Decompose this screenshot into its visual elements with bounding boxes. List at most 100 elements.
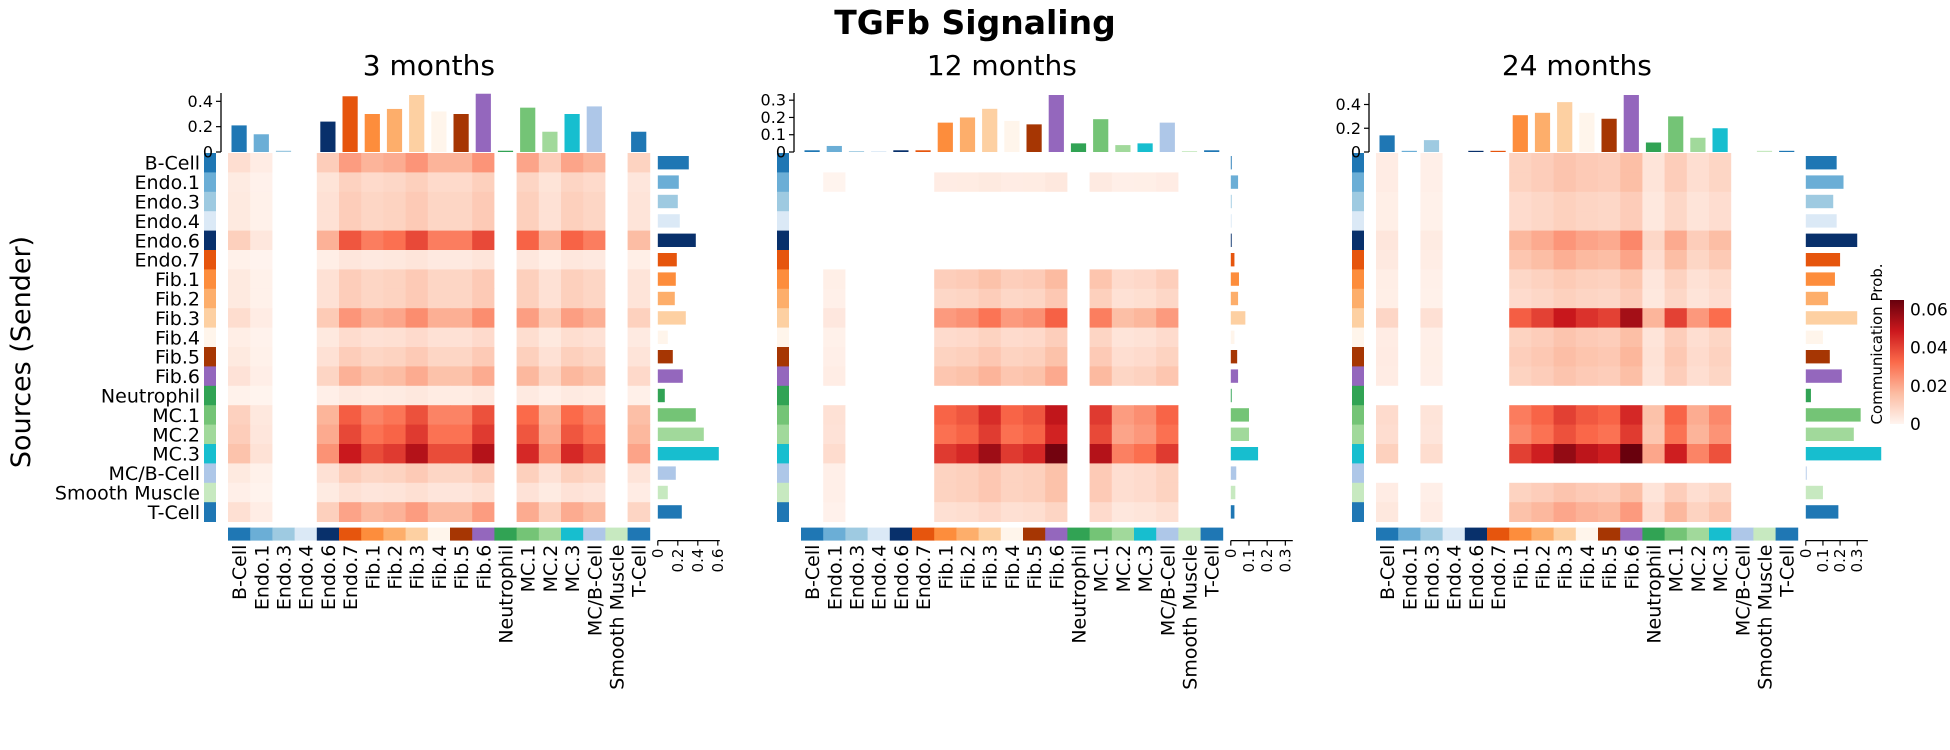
heatmap-cell — [1420, 424, 1443, 445]
heatmap-cell — [1487, 308, 1510, 328]
heatmap-cell — [272, 308, 295, 328]
heatmap-cell — [561, 211, 584, 231]
heatmap-cell — [1156, 405, 1179, 425]
row-sum-bar — [1230, 194, 1232, 209]
heatmap-cell — [956, 250, 979, 270]
heatmap-cell — [1531, 230, 1554, 251]
heatmap-cell — [538, 327, 562, 348]
right-bar-chart: 0 0.1 0.2 0.3 — [1222, 156, 1294, 572]
column-sum-bar — [826, 145, 842, 152]
heatmap-cell — [1509, 172, 1532, 193]
heatmap-cell — [1686, 327, 1710, 348]
heatmap-cell — [1753, 385, 1776, 406]
heatmap-cell — [561, 250, 584, 270]
colorbar: 0 0.02 0.04 0.06 — [1890, 300, 1948, 435]
column-sum-bar — [1026, 124, 1042, 152]
heatmap-cell — [1398, 308, 1421, 328]
heatmap-cell — [801, 191, 824, 212]
heatmap-cell — [294, 230, 318, 251]
heatmap-cell — [450, 211, 473, 231]
heatmap-cell — [956, 172, 979, 193]
top-bar-tick-label: 0.2 — [1336, 119, 1361, 138]
column-label: Fib.1 — [1510, 545, 1532, 590]
heatmap-cell — [1575, 385, 1599, 406]
heatmap-cell — [1487, 230, 1510, 251]
row-color-endo-3 — [204, 191, 216, 212]
row-sum-bar — [1805, 427, 1854, 441]
row-color-t-cell — [1352, 502, 1364, 522]
heatmap-cell — [1553, 288, 1577, 309]
heatmap-cell — [1753, 502, 1776, 522]
heatmap-cell — [361, 308, 384, 328]
heatmap-cell — [1509, 502, 1532, 522]
col-color-endo-1 — [823, 527, 846, 541]
heatmap-cell — [561, 191, 584, 212]
heatmap-cell — [1531, 502, 1554, 522]
heatmap-cell — [1531, 482, 1554, 503]
row-sum-bar — [1805, 156, 1837, 170]
heatmap-cell — [1464, 269, 1488, 290]
heatmap-cell — [1178, 482, 1201, 503]
col-color-fib-4 — [1000, 527, 1024, 541]
row-sum-bar — [657, 214, 680, 228]
column-label: Endo.7 — [913, 545, 935, 611]
heatmap-cell — [1464, 502, 1488, 522]
heatmap-cell — [450, 308, 473, 328]
heatmap-cell — [1598, 385, 1621, 406]
heatmap-cell — [1575, 424, 1599, 445]
heatmap-cell — [361, 482, 384, 503]
heatmap-cell — [1709, 424, 1732, 445]
heatmap-cell — [605, 250, 628, 270]
row-sum-bar — [1230, 350, 1238, 364]
heatmap-cell — [272, 230, 295, 251]
heatmap-cell — [867, 444, 891, 464]
heatmap-cell — [1178, 308, 1201, 328]
heatmap-cell — [1620, 347, 1643, 367]
row-color-fib-2 — [777, 288, 789, 309]
row-color-t-cell — [204, 502, 216, 522]
col-color-mc-3 — [561, 527, 584, 541]
heatmap-cell — [1134, 191, 1157, 212]
col-color-neutrophil — [494, 527, 517, 541]
heatmap-cell — [912, 308, 935, 328]
row-sum-bar — [657, 253, 677, 267]
heatmap-cell — [1709, 463, 1732, 484]
column-sum-bar — [342, 96, 358, 152]
heatmap-cell — [1753, 463, 1776, 484]
heatmap-cell — [801, 463, 824, 484]
heatmap-cell — [1620, 482, 1643, 503]
heatmap-cell — [494, 230, 517, 251]
column-label: Endo.7 — [340, 545, 362, 611]
row-sum-bar — [1805, 175, 1844, 189]
heatmap-cell — [1464, 327, 1488, 348]
heatmap-cell — [405, 463, 429, 484]
heatmap-cell — [934, 211, 957, 231]
top-bar-chart: 0 0.2 0.4 — [188, 92, 647, 162]
heatmap-cell — [1753, 211, 1776, 231]
heatmap-cell — [823, 191, 846, 212]
column-label: Endo.4 — [1444, 545, 1466, 611]
heatmap-cell — [867, 482, 891, 503]
heatmap-cell — [494, 482, 517, 503]
column-label: Fib.4 — [429, 545, 451, 590]
heatmap-cell — [1023, 288, 1046, 309]
heatmap-cell — [823, 153, 846, 173]
heatmap-cell — [339, 347, 362, 367]
row-label: B-Cell — [145, 153, 200, 175]
heatmap-cell — [1023, 211, 1046, 231]
column-sum-bar — [1668, 116, 1684, 152]
row-color-fib-6 — [204, 366, 216, 387]
heatmap-cell — [1089, 211, 1113, 231]
row-label: Fib.2 — [155, 289, 200, 311]
heatmap-cell — [1509, 405, 1532, 425]
heatmap-cell — [383, 463, 406, 484]
row-color-endo-3 — [1352, 191, 1364, 212]
row-sum-bar — [1230, 156, 1232, 170]
heatmap-cell — [1398, 191, 1421, 212]
heatmap-cell — [1531, 405, 1554, 425]
heatmap-cell — [889, 230, 913, 251]
heatmap-cell — [339, 444, 362, 464]
heatmap-cell — [1487, 191, 1510, 212]
heatmap-cell — [1045, 211, 1068, 231]
heatmap-cell — [1509, 385, 1532, 406]
